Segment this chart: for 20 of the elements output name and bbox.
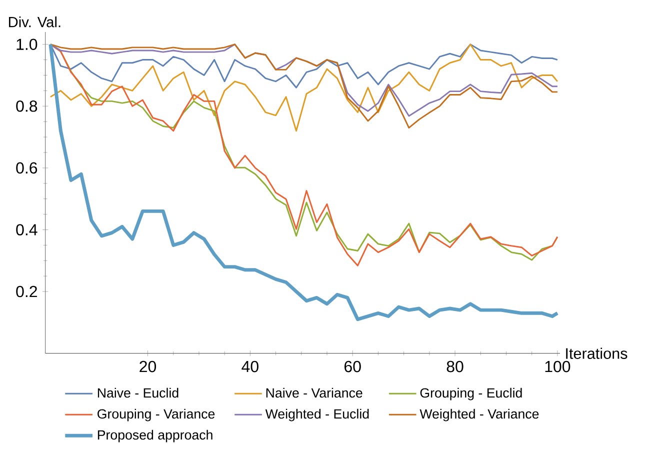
y-tick-label: 0.4: [16, 224, 38, 236]
legend-label: Grouping - Variance: [98, 409, 215, 422]
legend-label: Weighted - Euclid: [265, 409, 369, 422]
line-series: [50, 44, 558, 89]
legend-label: Grouping - Euclid: [420, 388, 522, 400]
x-tick-label: 100: [545, 361, 570, 372]
y-tick-label: 0.8: [16, 100, 38, 112]
x-tick-label: 60: [344, 361, 361, 372]
x-axis-title: Iterations: [566, 348, 628, 360]
x-tick-label: 40: [242, 361, 258, 372]
x-tick-label: 80: [446, 361, 464, 372]
y-tick-label: 0.2: [16, 286, 37, 298]
legend-label: Naive - Euclid: [98, 388, 178, 398]
legend-label: Weighted - Variance: [420, 409, 539, 422]
x-tick-label: 20: [140, 361, 156, 372]
y-axis-title: Div. Val.: [8, 16, 60, 28]
legend-label: Proposed approach: [98, 430, 212, 442]
legend-label: Naive - Variance: [266, 388, 362, 398]
y-tick-label: 0.6: [16, 162, 38, 174]
y-tick-label: 1.0: [16, 38, 38, 50]
